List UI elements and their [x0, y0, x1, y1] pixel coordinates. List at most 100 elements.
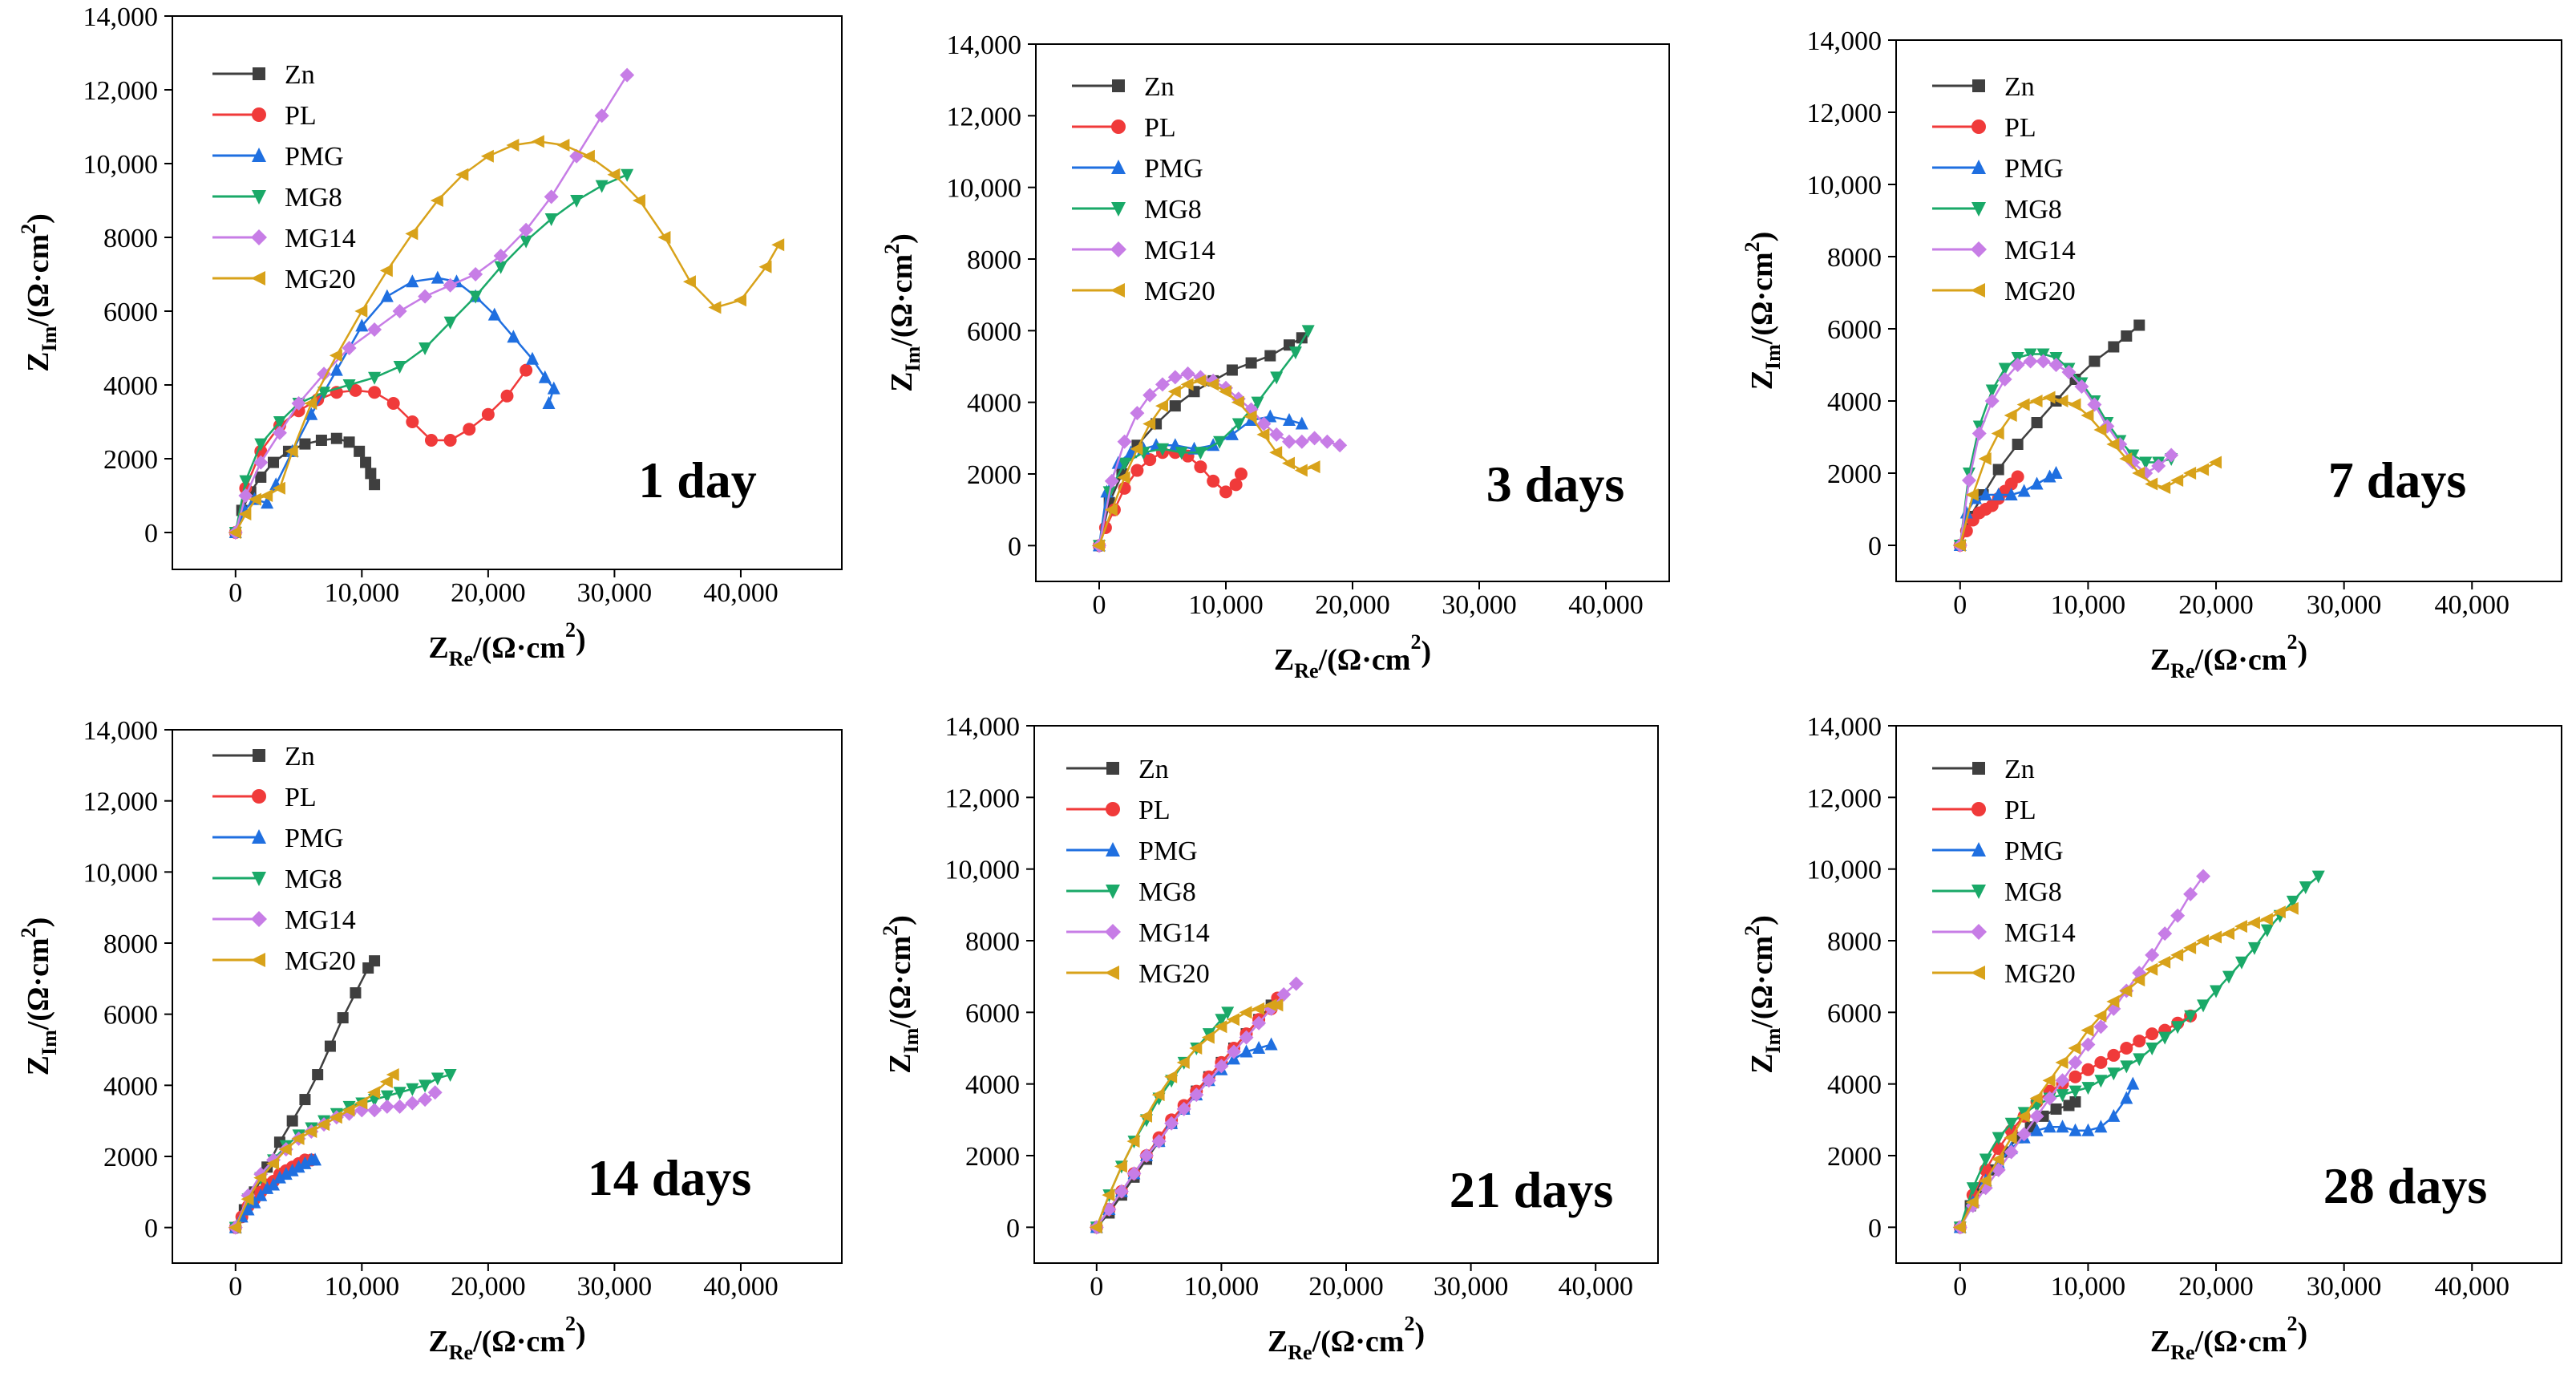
data-point-marker [386, 1068, 399, 1082]
data-point-marker [1219, 485, 1232, 499]
data-point-marker [2074, 379, 2089, 394]
y-axis-label-part: Im [1761, 1027, 1785, 1053]
x-axis-label-part: 2 [565, 618, 576, 642]
data-point-marker [419, 342, 432, 355]
data-point-marker [252, 872, 266, 886]
data-point-marker [2151, 459, 2166, 473]
data-point-marker [1156, 443, 1169, 456]
data-point-marker [2016, 1109, 2030, 1123]
data-point-marker [1102, 1189, 1115, 1202]
data-point-marker [342, 1104, 355, 1117]
data-point-marker [2055, 395, 2068, 407]
data-point-marker [386, 397, 400, 410]
data-point-marker [261, 1180, 274, 1194]
data-point-marker [392, 1099, 407, 1114]
data-point-marker [2170, 474, 2184, 487]
legend-label: MG14 [2004, 918, 2076, 948]
data-point-marker [1288, 976, 1304, 991]
data-point-marker [538, 370, 552, 383]
data-point-marker [330, 432, 342, 444]
data-point-marker [1979, 488, 1992, 500]
series-line [1098, 372, 1341, 546]
y-axis-label: ZIm/(Ω·cm2) [17, 917, 61, 1076]
data-point-marker [405, 1095, 420, 1111]
data-point-marker [2030, 476, 2044, 490]
y-tick-label: 6000 [103, 298, 158, 327]
y-tick-label: 0 [1868, 532, 1882, 561]
data-point-marker [500, 389, 514, 403]
data-point-marker [682, 275, 696, 289]
data-point-marker [1104, 473, 1119, 488]
series-pmg [228, 1152, 322, 1233]
data-point-marker [1991, 427, 2004, 440]
data-point-marker [2004, 488, 2018, 500]
data-point-marker [2061, 365, 2077, 379]
data-point-marker [2068, 398, 2081, 411]
data-point-marker [1961, 473, 1976, 488]
data-point-marker [406, 274, 419, 288]
data-point-marker [1307, 460, 1320, 474]
y-axis-label-part: /(Ω·cm [1745, 936, 1779, 1029]
data-point-marker [2145, 947, 2160, 962]
legend-label: PMG [2004, 836, 2064, 866]
data-point-marker [1239, 1030, 1254, 1045]
series-line [234, 369, 528, 533]
data-point-marker [1978, 452, 1992, 465]
y-axis-label-part: Z [884, 1053, 917, 1073]
y-axis-label-part: 2 [17, 224, 40, 234]
panel-title: 7 days [2328, 452, 2467, 508]
data-point-marker [329, 349, 342, 362]
data-point-marker [1111, 119, 1126, 134]
data-point-marker [1231, 395, 1244, 409]
y-axis-label-part: ) [1745, 915, 1779, 925]
data-point-marker [2016, 398, 2030, 411]
data-point-marker [1114, 1160, 1127, 1173]
data-point-marker [367, 322, 382, 337]
data-point-marker [2010, 358, 2025, 372]
data-point-marker [1998, 362, 2012, 376]
data-point-marker [1167, 370, 1183, 385]
data-point-marker [1971, 842, 1986, 856]
x-axis-label-part: Z [1274, 643, 1294, 677]
data-point-marker [285, 444, 298, 458]
data-point-marker [2120, 1060, 2133, 1074]
data-point-marker [2004, 409, 2017, 422]
data-point-marker [758, 260, 772, 273]
legend-label: MG20 [2004, 959, 2076, 989]
data-point-marker [733, 294, 746, 307]
data-point-marker [544, 189, 559, 205]
data-point-marker [1971, 241, 1987, 257]
data-point-marker [2004, 1144, 2019, 1160]
data-point-marker [2145, 1027, 2159, 1041]
x-tick-label: 40,000 [1558, 1272, 1633, 1302]
data-point-marker [1294, 434, 1309, 449]
y-axis-label-part: 2 [1741, 925, 1764, 936]
data-point-marker [2259, 913, 2273, 926]
data-point-marker [2108, 341, 2120, 353]
data-point-marker [469, 290, 483, 304]
data-point-marker [2081, 1082, 2095, 1095]
y-tick-label: 2000 [1827, 1142, 1882, 1172]
x-axis-label-part: 2 [565, 1312, 576, 1335]
data-point-marker [2133, 1053, 2146, 1067]
x-axis-label-part: Re [449, 647, 473, 670]
y-tick-label: 10,000 [83, 858, 159, 888]
x-axis-label-part: ) [576, 1317, 586, 1351]
data-point-marker [2068, 1085, 2082, 1099]
data-point-marker [1992, 488, 2005, 500]
y-tick-label: 12,000 [1807, 784, 1882, 813]
y-axis-label-part: ) [22, 917, 55, 928]
y-axis-label-part: Z [22, 1055, 55, 1075]
data-point-marker [1106, 842, 1120, 856]
series-mg8 [1953, 348, 2178, 553]
legend-label: PL [2004, 796, 2036, 825]
x-axis-label-part: /(Ω·cm [472, 1325, 565, 1359]
x-tick-label: 30,000 [577, 578, 653, 608]
y-axis-label-part: 2 [880, 244, 904, 254]
data-point-marker [443, 277, 458, 293]
x-tick-label: 0 [1953, 590, 1967, 620]
data-point-marker [255, 472, 267, 483]
y-axis-label-part: ) [22, 213, 55, 224]
y-tick-label: 14,000 [83, 716, 159, 746]
data-point-marker [2145, 962, 2158, 976]
